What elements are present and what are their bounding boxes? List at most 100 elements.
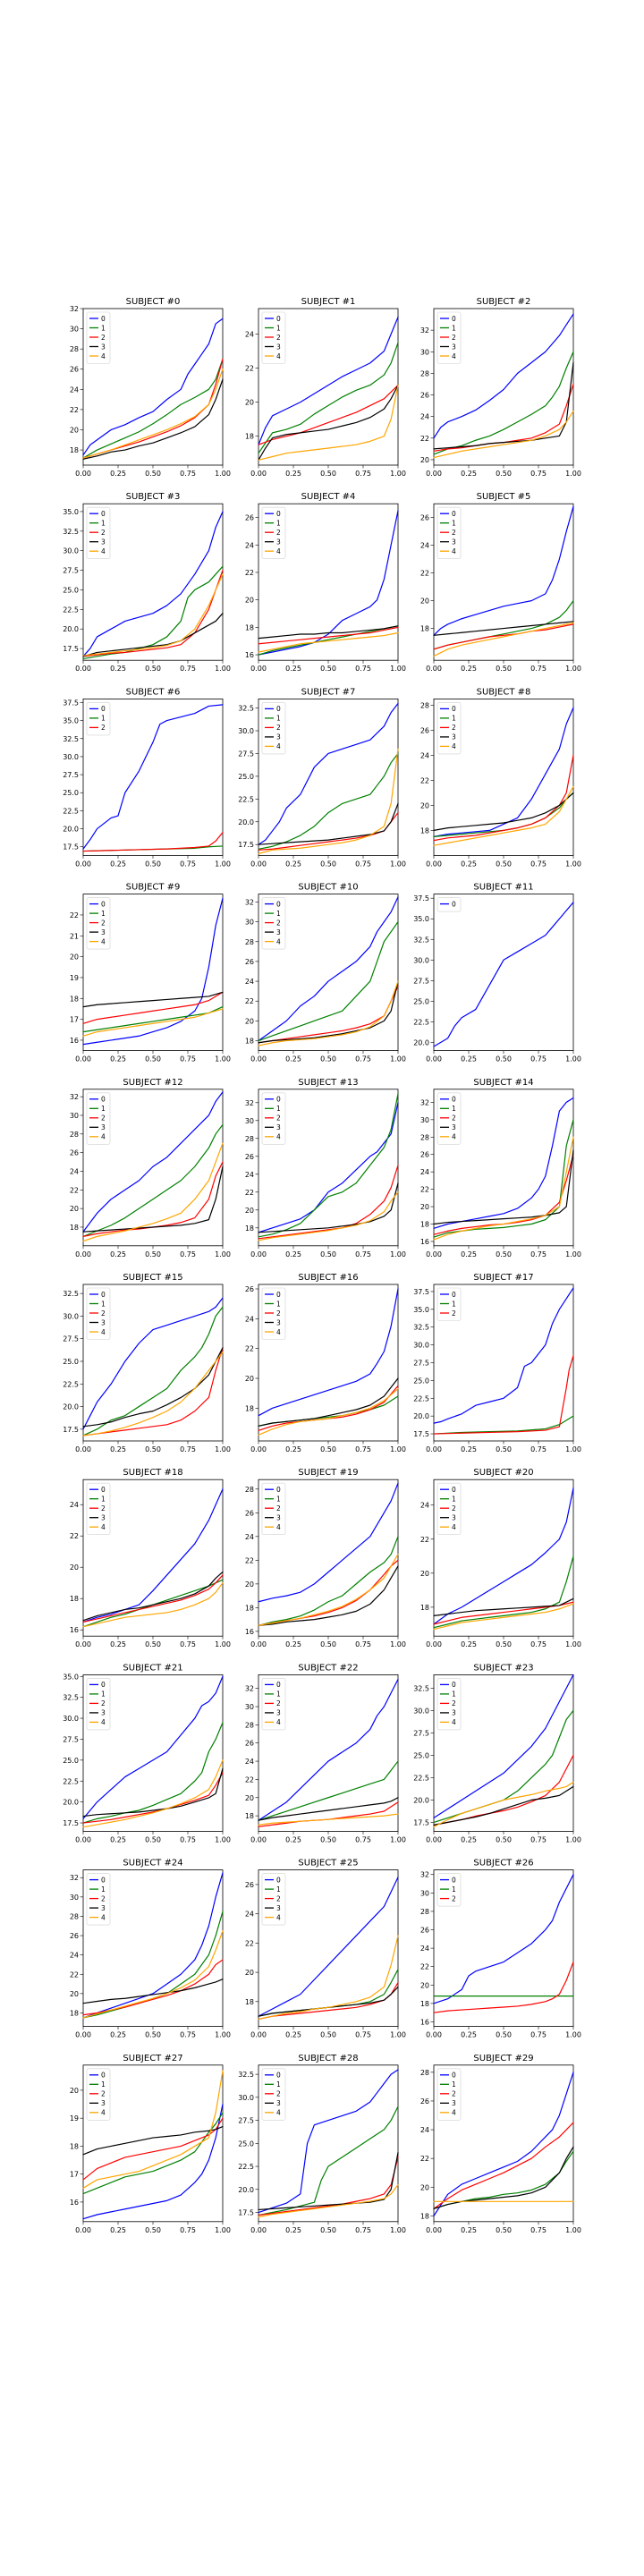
x-tick-label: 1.00 [565,1835,581,1843]
series-line-4 [258,1813,399,1826]
legend [86,897,111,950]
y-tick-label: 24 [245,1758,254,1766]
y-tick-label: 22 [420,1186,429,1194]
x-tick-label: 0.00 [75,860,91,868]
series-line-3 [258,1377,399,1427]
legend-label: 0 [452,1681,456,1689]
y-tick-label: 22 [70,406,79,414]
x-tick-label: 1.00 [215,1835,231,1843]
series-line-2 [82,1347,224,1436]
subplot: SUBJECT #220.00 0.25 0.50 0.75 1.00182022242… [245,1663,406,1843]
x-tick-label: 0.50 [320,1640,336,1648]
y-tick-label: 20 [245,597,254,605]
series-line-4 [258,385,399,461]
subplot: SUBJECT #90.00 0.25 0.50 0.75 1.001617181920… [70,883,231,1063]
subplot-title: SUBJECT #6 [126,687,181,697]
y-tick-label: 20 [70,1563,79,1572]
legend-label: 4 [101,2109,106,2117]
y-tick-label: 25.0 [63,1757,79,1765]
series-line-0 [82,704,224,850]
legend-label: 0 [452,1876,456,1884]
legend-label: 0 [276,1486,281,1494]
series-line-0 [82,1675,224,1819]
y-tick-label: 16 [420,1238,429,1246]
y-tick-label: 18 [245,623,254,631]
legend-label: 2 [452,1309,456,1318]
y-tick-label: 17.5 [63,645,79,653]
x-tick-label: 0.00 [75,1250,91,1258]
y-tick-label: 20.0 [63,826,79,834]
x-tick-label: 0.25 [285,1835,301,1843]
legend-label: 0 [452,1486,456,1494]
x-tick-label: 0.00 [250,1445,267,1453]
y-tick-label: 22.5 [63,606,79,614]
legend-label: 2 [452,529,456,537]
legend-label: 1 [276,715,281,723]
y-tick-label: 32 [245,898,254,906]
legend-label: 4 [276,1328,281,1336]
legend-label: 4 [276,352,281,360]
x-tick-label: 0.75 [355,1445,371,1453]
subplot-title: SUBJECT #28 [298,2054,358,2063]
series-line-2 [433,1601,574,1625]
y-tick-label: 24 [420,2126,429,2134]
legend-label: 3 [101,1123,106,1131]
legend-label: 4 [101,1328,106,1336]
y-tick-label: 18 [70,446,79,454]
y-tick-label: 30.0 [413,1707,429,1715]
x-tick-label: 0.25 [110,2226,126,2234]
legend-label: 0 [101,705,106,713]
subplot-title: SUBJECT #19 [298,1468,358,1478]
x-tick-label: 0.00 [426,665,442,673]
subplot-title: SUBJECT #27 [123,2054,182,2063]
x-tick-label: 0.50 [145,1055,161,1063]
x-tick-label: 1.00 [215,1250,231,1258]
y-tick-label: 30.0 [63,1715,79,1723]
y-tick-label: 17.5 [63,843,79,852]
series-line-1 [258,625,399,656]
y-tick-label: 20 [70,1990,79,1998]
legend-label: 2 [452,1504,456,1513]
y-tick-label: 22 [245,1939,254,1947]
y-tick-label: 22 [420,435,429,443]
x-tick-label: 0.00 [426,1445,442,1453]
y-tick-label: 30.0 [413,1342,429,1350]
legend-label: 0 [452,1096,456,1104]
series-line-0 [82,511,224,657]
series-line-3 [258,2151,399,2211]
x-tick-label: 0.25 [461,1250,477,1258]
legend-label: 4 [101,352,106,360]
series-line-4 [82,1759,224,1828]
x-tick-label: 1.00 [390,2226,406,2234]
y-tick-label: 20.0 [63,625,79,633]
x-tick-label: 0.00 [250,1055,267,1063]
series-line-3 [258,385,399,461]
subplot-title: SUBJECT #25 [298,1859,358,1868]
y-tick-label: 27.5 [413,1360,429,1368]
x-tick-label: 0.75 [180,1835,196,1843]
y-tick-label: 26 [420,2097,429,2106]
y-tick-label: 24 [420,413,429,421]
subplot-title: SUBJECT #7 [301,687,356,697]
legend-label: 1 [276,1105,281,1113]
x-tick-label: 1.00 [390,1445,406,1453]
y-tick-label: 22 [245,1556,254,1564]
y-tick-label: 18 [420,2000,429,2008]
y-tick-label: 26 [420,1927,429,1935]
legend-label: 4 [101,1718,106,1726]
subplot-title: SUBJECT #1 [301,297,356,307]
x-tick-label: 0.25 [461,1835,477,1843]
series-line-3 [82,1767,224,1818]
legend-label: 4 [276,937,281,945]
series-line-0 [82,2103,224,2220]
legend-label: 2 [276,1894,281,1902]
subplot: SUBJECT #21 0.00 0.25 0.50 0.75 1.00 17.5 20.0 2… [63,1663,231,1843]
subplot-title: SUBJECT #0 [126,297,181,307]
x-tick-label: 1.00 [565,2031,581,2039]
subplot: SUBJECT #290.00 0.25 0.50 0.75 1.00182022242… [420,2054,581,2234]
subplot: SUBJECT #23 0.00 0.25 0.50 0.75 1.00 17.5 20.0 2… [413,1663,581,1843]
y-tick-label: 20 [420,1570,429,1578]
x-tick-label: 1.00 [215,470,231,478]
y-tick-label: 28 [420,701,429,709]
